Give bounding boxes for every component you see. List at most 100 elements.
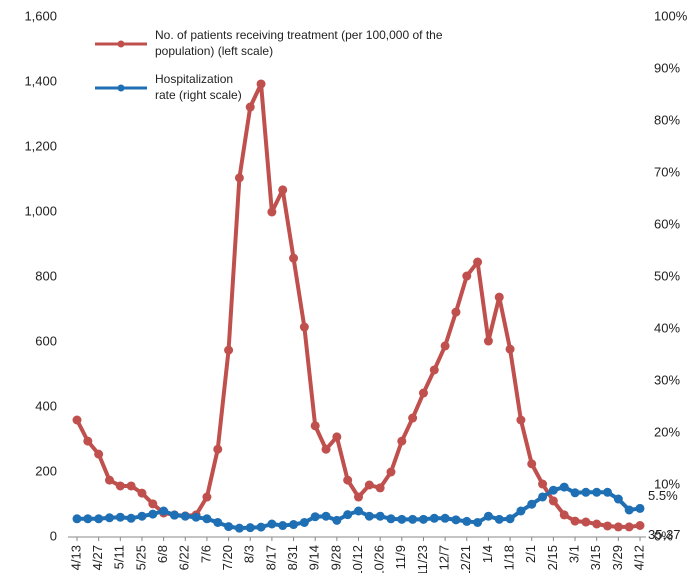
y-tick-label: 0 bbox=[50, 528, 57, 543]
y2-tick-label: 0% bbox=[654, 528, 673, 543]
series-point bbox=[483, 511, 493, 521]
series-point bbox=[94, 514, 104, 524]
x-tick-label: 5/11 bbox=[112, 545, 127, 569]
x-tick-label: 9/28 bbox=[328, 545, 343, 570]
series-point bbox=[72, 514, 82, 524]
x-tick-label: 6/8 bbox=[155, 545, 170, 563]
series-point bbox=[137, 488, 147, 498]
y2-tick-label: 10% bbox=[654, 476, 680, 491]
y2-tick-label: 60% bbox=[654, 216, 680, 231]
series-point bbox=[245, 523, 255, 533]
series-point bbox=[527, 499, 537, 509]
legend-marker bbox=[117, 40, 125, 48]
x-tick-label: 5/25 bbox=[133, 545, 148, 570]
series-point bbox=[505, 514, 515, 524]
series-point bbox=[548, 496, 558, 506]
series-point bbox=[462, 516, 472, 526]
y-tick-label: 1,200 bbox=[24, 138, 57, 153]
series-point bbox=[527, 459, 537, 469]
series-point bbox=[570, 516, 580, 526]
series-point bbox=[429, 365, 439, 375]
series-point bbox=[592, 519, 602, 529]
x-tick-label: 2/1 bbox=[523, 545, 538, 563]
y2-tick-label: 40% bbox=[654, 320, 680, 335]
series-point bbox=[267, 519, 277, 529]
series-point bbox=[343, 510, 353, 520]
series-point bbox=[256, 79, 266, 89]
series-point bbox=[321, 444, 331, 454]
y-tick-label: 200 bbox=[35, 463, 57, 478]
series-point bbox=[462, 271, 472, 281]
x-tick-label: 12/7 bbox=[437, 545, 452, 570]
series-point bbox=[592, 487, 602, 497]
series-point bbox=[418, 514, 428, 524]
series-point bbox=[635, 503, 645, 513]
series-point bbox=[386, 514, 396, 524]
y2-tick-label: 30% bbox=[654, 372, 680, 387]
series-point bbox=[332, 432, 342, 442]
x-tick-label: 1/4 bbox=[480, 545, 495, 563]
y-tick-label: 1,000 bbox=[24, 203, 57, 218]
series-point bbox=[397, 436, 407, 446]
series-point bbox=[516, 506, 526, 516]
data-label: 35.37 bbox=[648, 527, 681, 542]
x-tick-label: 8/17 bbox=[263, 545, 278, 570]
series-point bbox=[321, 511, 331, 521]
x-tick-label: 10/12 bbox=[350, 545, 365, 573]
series-point bbox=[234, 523, 244, 533]
series-point bbox=[159, 506, 169, 516]
series-point bbox=[451, 515, 461, 525]
x-tick-label: 10/26 bbox=[372, 545, 387, 573]
series-point bbox=[213, 444, 223, 454]
series-point bbox=[289, 520, 299, 530]
series-point bbox=[169, 510, 179, 520]
series-point bbox=[375, 511, 385, 521]
series-point bbox=[581, 487, 591, 497]
series-point bbox=[148, 509, 158, 519]
x-tick-label: 4/13 bbox=[68, 545, 83, 570]
series-point bbox=[516, 415, 526, 425]
series-point bbox=[343, 475, 353, 485]
x-tick-label: 8/3 bbox=[242, 545, 257, 563]
series-point bbox=[624, 522, 634, 532]
series-point bbox=[408, 413, 418, 423]
x-tick-label: 11/9 bbox=[393, 545, 408, 569]
series-point bbox=[115, 481, 125, 491]
y2-tick-label: 20% bbox=[654, 424, 680, 439]
x-tick-label: 6/22 bbox=[177, 545, 192, 570]
series-point bbox=[224, 522, 234, 532]
series-point bbox=[299, 322, 309, 332]
series-point bbox=[202, 514, 212, 524]
series-point bbox=[603, 487, 613, 497]
y-tick-label: 600 bbox=[35, 333, 57, 348]
series-point bbox=[234, 173, 244, 183]
y2-tick-label: 70% bbox=[654, 164, 680, 179]
series-point bbox=[289, 253, 299, 263]
series-line bbox=[75, 81, 641, 529]
series-point bbox=[386, 467, 396, 477]
x-tick-label: 7/6 bbox=[198, 545, 213, 563]
series-point bbox=[494, 292, 504, 302]
series-point bbox=[213, 517, 223, 527]
series-point bbox=[191, 512, 201, 522]
x-tick-label: 11/23 bbox=[415, 545, 430, 573]
series-point bbox=[570, 488, 580, 498]
x-tick-label: 9/14 bbox=[307, 545, 322, 570]
series-point bbox=[310, 421, 320, 431]
y2-tick-label: 50% bbox=[654, 268, 680, 283]
series-point bbox=[115, 512, 125, 522]
series-point bbox=[473, 517, 483, 527]
series-point bbox=[494, 514, 504, 524]
series-point bbox=[635, 521, 645, 531]
x-tick-label: 4/27 bbox=[90, 545, 105, 570]
series-point bbox=[278, 521, 288, 531]
series-point bbox=[364, 480, 374, 490]
y2-tick-label: 90% bbox=[654, 60, 680, 75]
series-point bbox=[559, 482, 569, 492]
x-tick-label: 3/15 bbox=[588, 545, 603, 570]
y-tick-label: 1,400 bbox=[24, 73, 57, 88]
series-point bbox=[278, 185, 288, 195]
y-tick-label: 800 bbox=[35, 268, 57, 283]
series-point bbox=[256, 522, 266, 532]
